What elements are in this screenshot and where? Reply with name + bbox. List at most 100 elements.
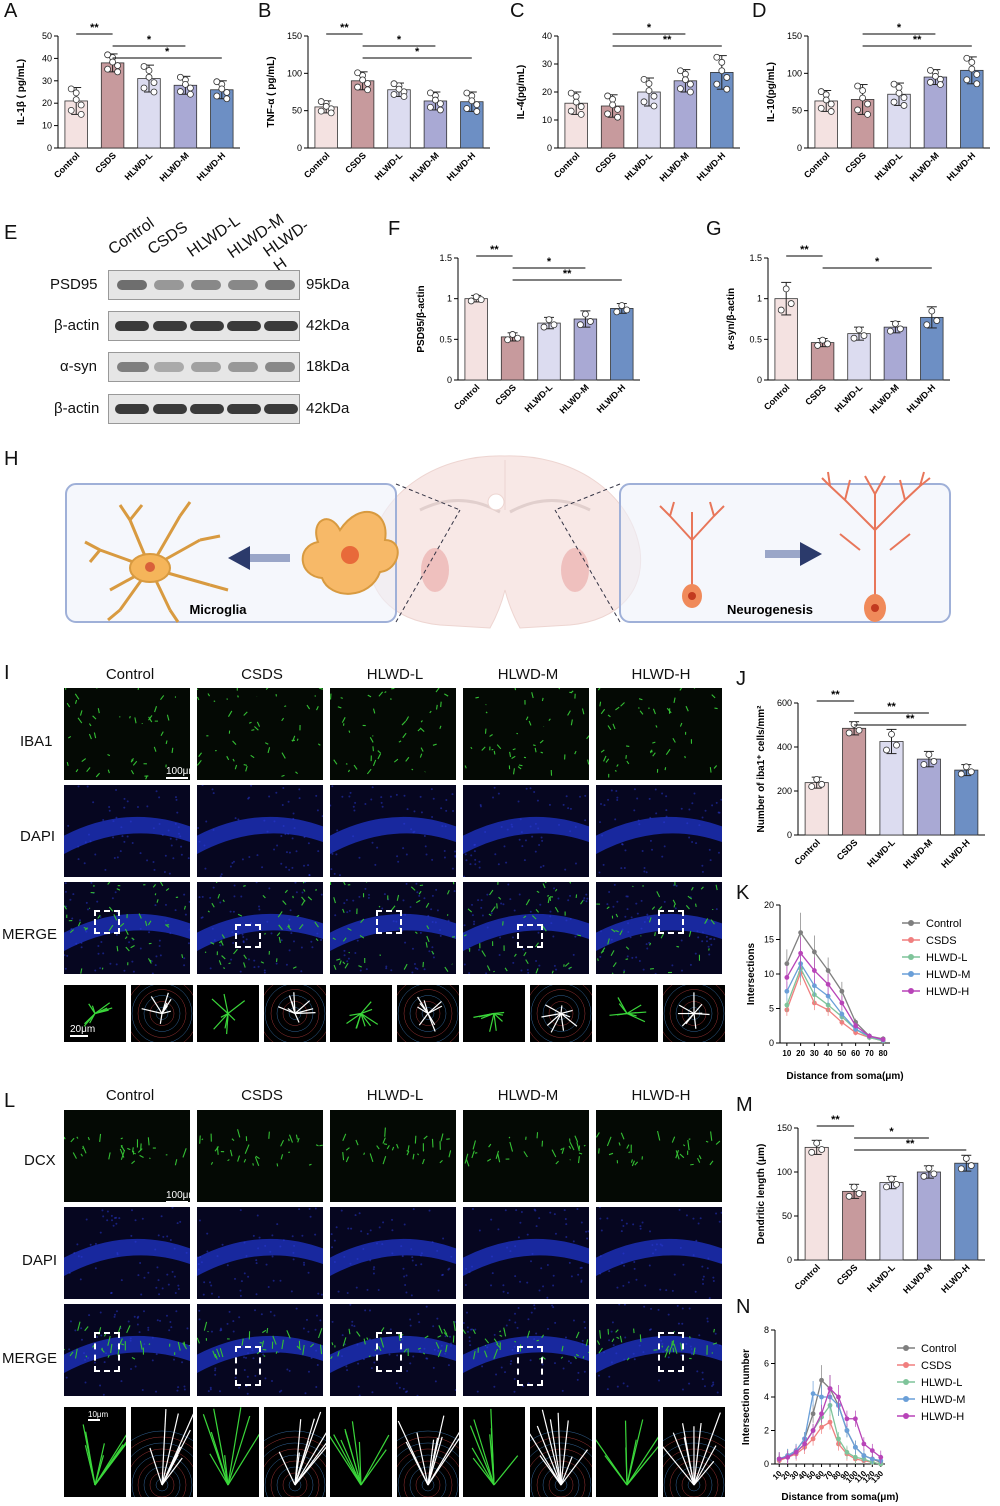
data-point <box>930 1170 938 1178</box>
x-tick-label: HLWD-M <box>901 837 934 870</box>
scale-label: 10μm <box>88 1410 109 1419</box>
data-point <box>390 91 398 98</box>
data-point <box>686 88 694 96</box>
data-point <box>850 1183 858 1191</box>
y-axis-label: PSD95/β-actin <box>416 285 427 352</box>
x-tick-label: CSDS <box>93 150 118 175</box>
significance-label: ** <box>663 34 672 46</box>
data-point <box>923 321 931 329</box>
panel-label-M: M <box>736 1094 753 1116</box>
microscopy-image <box>64 1110 190 1202</box>
zoom-fluorescence-image <box>463 1407 525 1497</box>
data-point <box>822 96 830 104</box>
y-tick-label: 8 <box>764 1325 769 1335</box>
sholl-tracing-image <box>396 985 459 1042</box>
legend-marker <box>908 920 914 926</box>
row-label: DAPI <box>22 1252 58 1269</box>
legend-marker <box>908 988 914 994</box>
data-point <box>604 92 611 100</box>
data-point <box>963 54 971 62</box>
data-point <box>864 100 871 108</box>
data-point <box>776 1456 782 1462</box>
series-line <box>786 970 884 1042</box>
data-point <box>787 300 795 307</box>
data-point <box>645 87 653 94</box>
legend-marker <box>903 1396 909 1402</box>
zoom-region-box <box>658 910 684 934</box>
y-tick-label: 0.5 <box>439 334 452 344</box>
x-tick-label: HLWD-L <box>865 837 897 869</box>
y-tick-label: 20 <box>42 98 52 108</box>
data-point <box>676 67 684 75</box>
data-point <box>322 102 330 110</box>
x-tick-label: HLWD-M <box>901 1262 934 1295</box>
wb-blot-asyn <box>108 352 300 382</box>
data-point <box>784 988 790 994</box>
data-point <box>827 1386 833 1392</box>
y-tick-label: 150 <box>777 1123 792 1133</box>
data-point <box>540 323 548 331</box>
data-point <box>962 763 970 771</box>
x-tick-label: CSDS <box>835 1262 860 1287</box>
mature-neuron-icon <box>821 471 931 600</box>
zoom-region-box <box>235 924 261 948</box>
microscopy-grid-dcx <box>64 1110 729 1506</box>
x-tick-label: Control <box>762 382 792 412</box>
data-point <box>819 1394 824 1400</box>
x-tick-label: HLWD-H <box>445 150 478 183</box>
y-tick-label: 2 <box>764 1426 769 1436</box>
y-tick-label: 5 <box>769 1004 774 1014</box>
y-axis-label: Intersection number <box>741 1349 752 1445</box>
data-point <box>869 1456 875 1462</box>
data-point <box>67 106 75 114</box>
data-point <box>811 949 817 955</box>
legend-label: Control <box>921 1343 956 1355</box>
microscopy-image <box>197 785 323 877</box>
data-point <box>855 726 863 734</box>
panel-label-G: G <box>706 218 722 240</box>
col-header: HLWD-L <box>366 666 424 683</box>
zoom-region-box <box>517 1346 543 1386</box>
zoom-fluorescence-image <box>596 985 658 1042</box>
data-point <box>467 297 475 305</box>
microscopy-image <box>463 785 589 877</box>
y-axis-label: IL-10(pg/mL) <box>766 62 777 122</box>
significance-label: ** <box>913 34 922 46</box>
data-point <box>819 1411 824 1417</box>
legend-marker <box>903 1362 909 1368</box>
bar <box>954 769 979 836</box>
legend-label: CSDS <box>921 1360 952 1372</box>
y-tick-label: 40 <box>542 31 552 41</box>
data-point <box>818 1146 826 1153</box>
data-point <box>567 89 575 97</box>
data-point <box>798 930 804 935</box>
data-point <box>866 1033 872 1039</box>
y-tick-label: 0 <box>297 143 302 153</box>
zoom-region-box <box>517 924 543 948</box>
x-axis-label: Distance from soma(μm) <box>781 1492 898 1503</box>
data-point <box>825 968 831 973</box>
bar-chart-iba1-count: 0 200 400 600 Number of iba1⁺ cells/mm² Contr… <box>756 689 985 871</box>
significance-label: ** <box>90 22 99 34</box>
data-point <box>784 961 790 967</box>
data-point <box>827 100 835 108</box>
x-tick-label: 50 <box>837 1049 846 1058</box>
x-tick-label: CSDS <box>343 150 368 175</box>
data-point <box>973 70 981 78</box>
x-tick-label: HLWD-L <box>623 150 655 182</box>
data-point <box>426 103 434 111</box>
data-point <box>713 53 721 61</box>
data-point <box>359 76 366 84</box>
data-point <box>718 67 726 75</box>
data-point <box>888 1175 895 1183</box>
x-tick-label: Control <box>792 837 822 867</box>
data-point <box>891 320 899 328</box>
data-point <box>150 79 158 86</box>
x-tick-label: HLWD-H <box>595 382 628 415</box>
x-tick-label: CSDS <box>803 382 828 407</box>
data-point <box>926 78 934 86</box>
col-header: CSDS <box>241 1087 283 1104</box>
y-tick-label: 0 <box>47 143 52 153</box>
